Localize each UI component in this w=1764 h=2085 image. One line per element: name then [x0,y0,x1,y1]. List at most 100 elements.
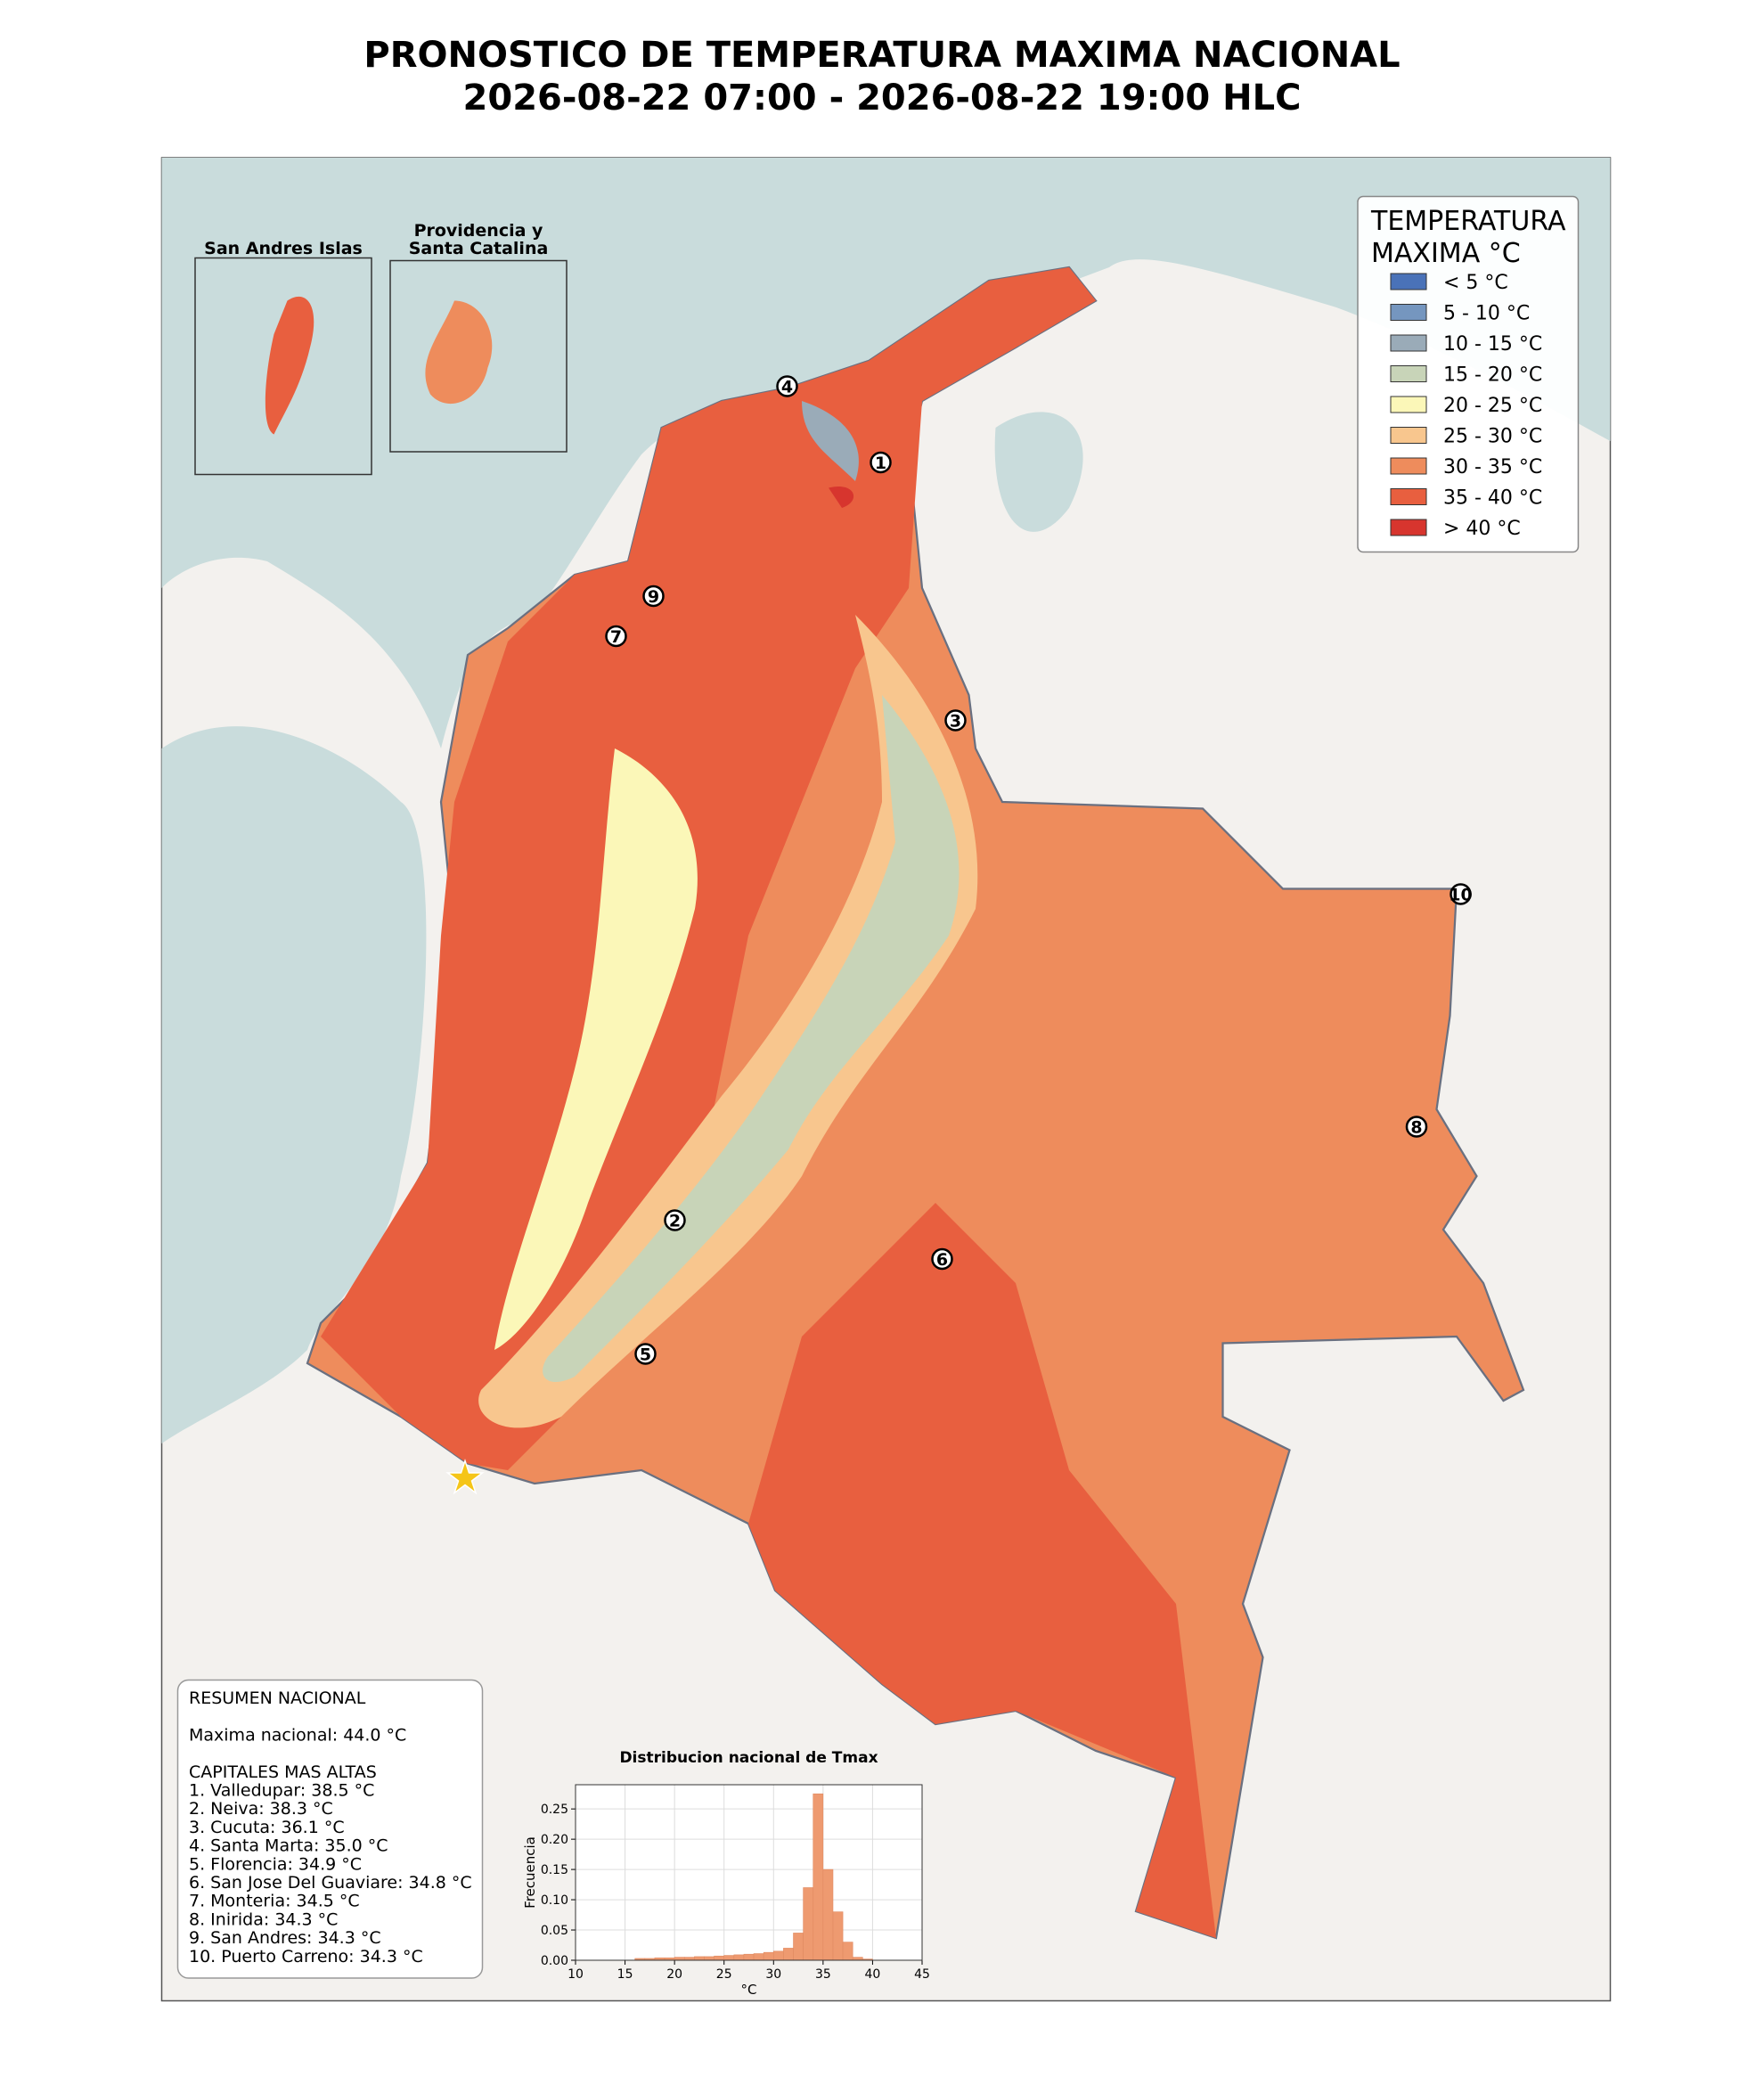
hist-bar [822,1868,834,1961]
y-tick-label: 0.15 [541,1863,568,1877]
hot-region [321,267,1096,1470]
y-tick-label: 0.25 [541,1803,568,1817]
summary-line: 3. Cucuta: 36.1 °C [189,1818,345,1837]
city-marker [931,1247,953,1271]
city-label: 6 [936,1250,948,1270]
city-marker [664,1209,686,1231]
legend-label: 15 - 20 °C [1443,364,1542,387]
andes [494,748,698,1350]
city-marker [1405,1116,1428,1138]
x-tick-label: 45 [914,1967,930,1982]
hist-bar [714,1955,725,1961]
legend-label: 20 - 25 °C [1443,395,1542,417]
city-label: 3 [950,712,961,732]
hist-bar [733,1954,745,1961]
hist-bar [783,1948,794,1961]
hist-bar [704,1956,715,1961]
city-marker [870,451,892,474]
legend-swatch [1390,457,1427,475]
hist-bar [674,1957,685,1961]
legend-swatch [1390,334,1427,352]
city-marker [605,625,627,648]
y-tick-label: 0.00 [541,1954,568,1968]
legend-swatch [1390,427,1427,444]
inset-island [265,296,314,435]
legend-swatch [1390,519,1427,536]
inset-title: San Andres Islas [204,239,363,258]
hist-bar [832,1911,844,1961]
hist-bar [793,1933,804,1961]
x-tick-label: 25 [716,1967,732,1982]
x-tick-label: 20 [666,1967,682,1982]
legend-label: 5 - 10 °C [1443,303,1530,325]
legend-swatch [1390,488,1427,505]
andes [543,695,960,1383]
city-label: 4 [781,378,793,397]
hist-bar [813,1793,824,1961]
legend-label: > 40 °C [1443,518,1521,540]
summary-line: 5. Florencia: 34.9 °C [189,1854,362,1874]
hist-bar [743,1953,755,1961]
summary-line: 10. Puerto Carreno: 34.3 °C [189,1947,423,1966]
hist-bar [753,1953,764,1961]
summary-line: 7. Monteria: 34.5 °C [189,1892,360,1911]
hist-bar [723,1955,735,1961]
city-label: 5 [640,1345,651,1365]
inset-island [425,300,493,405]
y-tick-label: 0.05 [541,1924,568,1938]
city-label: 1 [875,454,886,473]
city-marker [944,709,967,732]
hot-region [748,1203,1216,1938]
legend-label: 35 - 40 °C [1443,487,1542,510]
inset-title: Santa Catalina [409,239,549,258]
city-label: 8 [1410,1118,1422,1138]
legend-swatch [1390,273,1427,290]
legend-title: MAXIMA °C [1371,238,1521,269]
city-label: 9 [648,587,659,607]
hist-bar [852,1957,863,1961]
hist-frame [575,1784,923,1961]
city-marker [634,1343,657,1365]
hist-bar [763,1951,774,1961]
andes [802,401,859,481]
hist-title: Distribucion nacional de Tmax [619,1749,878,1767]
x-tick-label: 35 [815,1967,831,1982]
summary-line: 8. Inirida: 34.3 °C [189,1909,338,1929]
legend-label: < 5 °C [1443,272,1508,294]
hist-bar [803,1887,814,1961]
y-tick-label: 0.10 [541,1893,568,1908]
inset-title: Providencia y [414,221,543,241]
city-label: 7 [610,627,622,647]
hist-bar [842,1942,853,1961]
lake [994,412,1083,532]
summary-line: Maxima nacional: 44.0 °C [189,1725,406,1745]
x-tick-label: 40 [865,1967,881,1982]
star-marker [445,1459,485,1495]
hot-spot [829,486,854,508]
summary-line: 6. San Jose Del Guaviare: 34.8 °C [189,1873,472,1893]
summary-box [176,1679,484,1979]
y-tick-label: 0.20 [541,1833,568,1847]
city-marker [1450,883,1472,905]
title: PRONOSTICO DE TEMPERATURA MAXIMA NACIONA… [363,35,1400,76]
x-tick-label: 15 [617,1967,633,1982]
y-axis-label: Frecuencia [522,1836,538,1909]
legend-label: 25 - 30 °C [1443,426,1542,448]
legend-swatch [1390,396,1427,413]
sea [161,726,427,1443]
city-label: 10 [1449,886,1472,905]
summary-line: CAPITALES MAS ALTAS [189,1762,377,1782]
summary-line: 1. Valledupar: 38.5 °C [189,1781,374,1801]
city-label: 2 [669,1212,681,1231]
hist-bg [576,1785,922,1960]
x-axis-label: °C [741,1982,757,1998]
summary-line: 9. San Andres: 34.3 °C [189,1928,381,1948]
legend-label: 30 - 35 °C [1443,456,1542,478]
legend-swatch [1390,304,1427,321]
legend-swatch [1390,365,1427,382]
dynamic: PRONOSTICO DE TEMPERATURA MAXIMA NACIONA… [189,35,1566,1998]
legend-title: TEMPERATURA [1370,206,1566,237]
city-marker [642,585,665,608]
